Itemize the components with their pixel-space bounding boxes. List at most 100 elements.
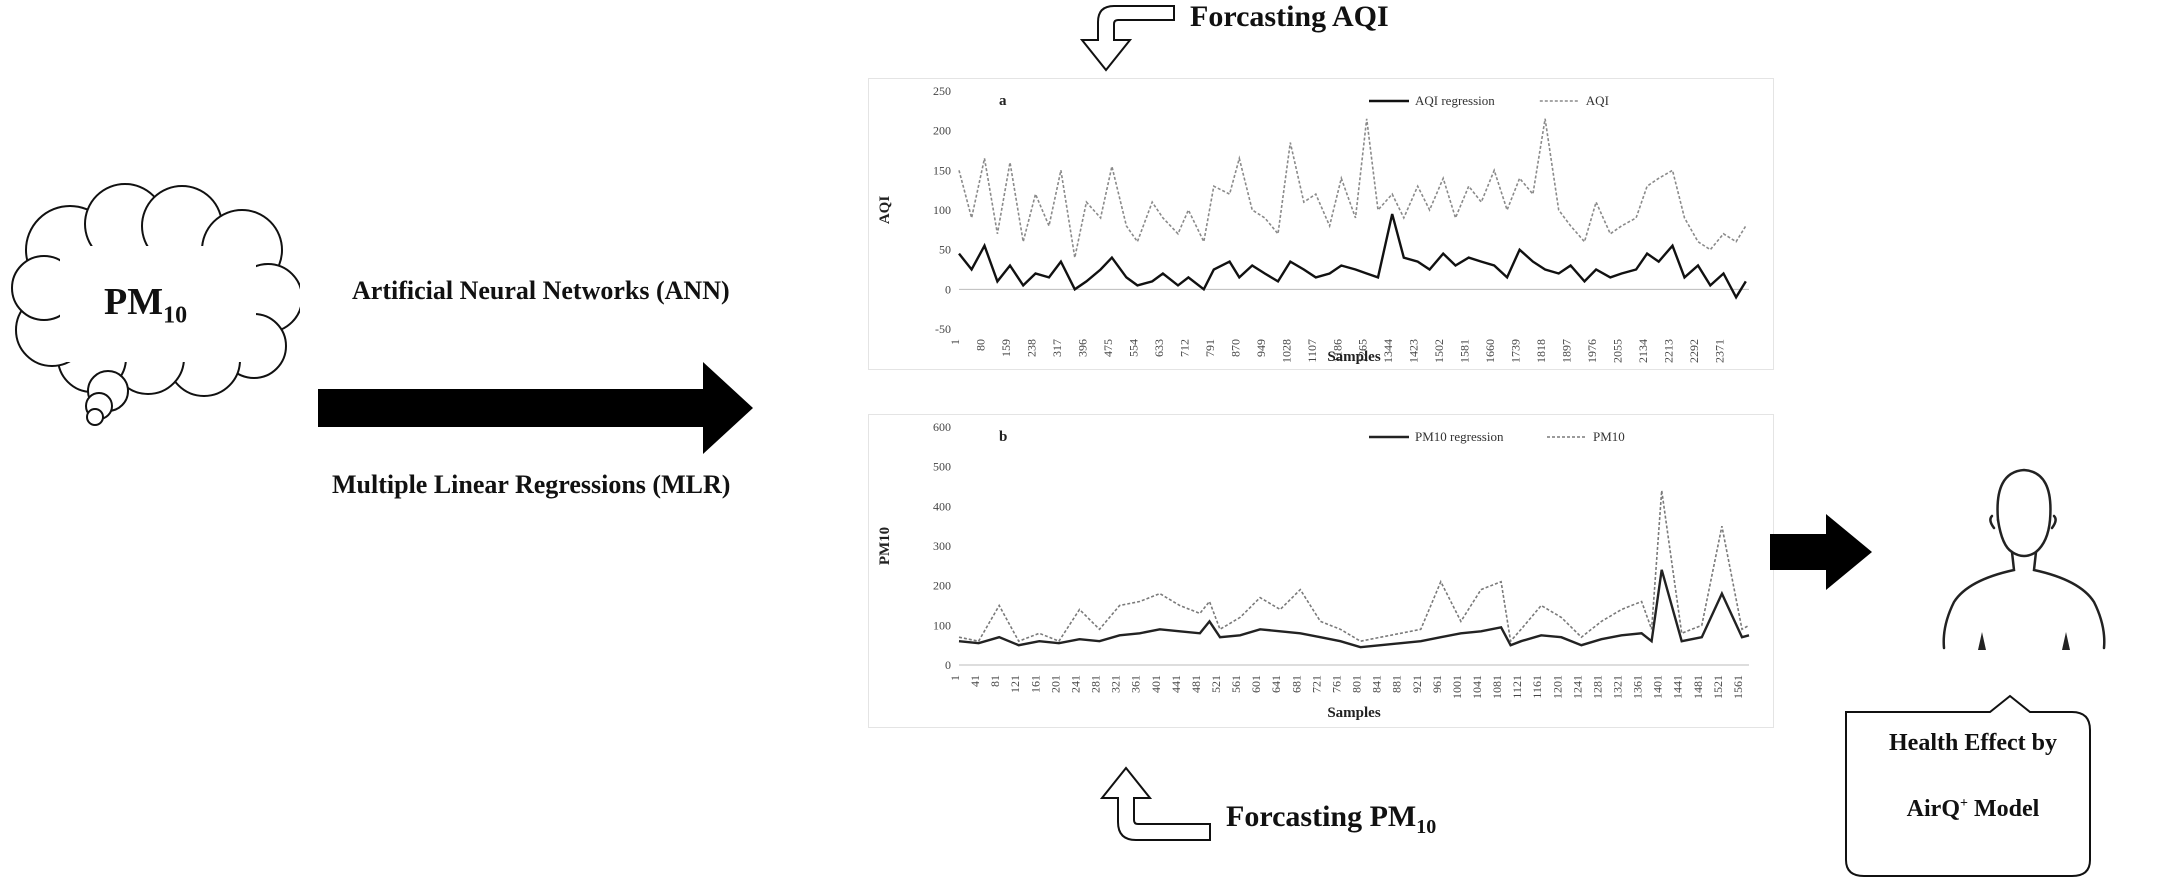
chart-a-xtick-19: 1502	[1432, 339, 1446, 363]
person-figure	[1920, 462, 2120, 662]
chart-a-xtick-10: 791	[1203, 339, 1217, 357]
forecast-pm10-label-main: Forcasting PM	[1226, 800, 1417, 833]
chart-b-xtick-39: 1561	[1731, 675, 1745, 699]
chart-b-ytick-6: 600	[933, 420, 951, 434]
chart-b-xtick-35: 1401	[1651, 675, 1665, 699]
forecast-aqi-label: Forcasting AQI	[1190, 0, 1389, 33]
chart-pm10: 0 100 200 300 400 500 600 1 41 81 121 161 201 241 281 3…	[877, 420, 1750, 721]
chart-a-xtick-27: 2134	[1636, 339, 1650, 363]
main-arrow	[318, 362, 758, 467]
chart-b-legend-label-0: PM10 regression	[1415, 429, 1504, 444]
pm10-cloud: PM10	[0, 180, 303, 440]
cloud-shape	[11, 183, 303, 426]
chart-b-xtick-31: 1241	[1570, 675, 1584, 699]
chart-b-ytick-5: 500	[933, 460, 951, 474]
chart-a-xtick-25: 1976	[1585, 339, 1599, 363]
chart-a-xtick-2: 159	[999, 339, 1013, 357]
chart-b-xtick-23: 921	[1410, 675, 1424, 693]
chart-b-xtick-18: 721	[1309, 675, 1323, 693]
chart-a-panel-label: a	[999, 93, 1007, 109]
chart-a-xtick-6: 475	[1101, 339, 1115, 357]
bent-arrow-up-icon	[1099, 766, 1211, 841]
health-effect-model-sup: +	[1960, 796, 1968, 811]
chart-a-ylabel: AQI	[877, 196, 893, 225]
chart-a-xtick-13: 1028	[1279, 339, 1293, 363]
chart-a-xtick-8: 633	[1152, 339, 1166, 357]
chart-a-xtick-11: 870	[1228, 339, 1242, 357]
chart-a-series-0	[958, 213, 1747, 300]
chart-b-xtick-2: 81	[988, 675, 1002, 687]
right-arrow-icon	[1770, 514, 1872, 590]
chart-b-xtick-30: 1201	[1550, 675, 1564, 699]
chart-a-ytick-2: 50	[939, 243, 951, 257]
chart-b-xtick-14: 561	[1229, 675, 1243, 693]
chart-b-xtick-28: 1121	[1510, 675, 1524, 699]
chart-aqi: -50 0 50 100 150 200 250 1 80 159 238 317 396 475 554 6…	[877, 84, 1749, 365]
chart-a-series-1	[958, 118, 1747, 258]
chart-b-xtick-32: 1281	[1590, 675, 1604, 699]
chart-b-ytick-3: 300	[933, 539, 951, 553]
chart-a-xtick-20: 1581	[1458, 339, 1472, 363]
chart-pm10-panel: 0 100 200 300 400 500 600 1 41 81 121 161 201 241 281 3…	[868, 414, 1774, 728]
mlr-label: Multiple Linear Regressions (MLR)	[332, 470, 731, 499]
health-effect-line2: AirQ+ Model	[1868, 796, 2078, 823]
chart-a-xlabel: Samples	[1327, 349, 1381, 365]
chart-a-xtick-29: 2292	[1687, 339, 1701, 363]
chart-a-xtick-26: 2055	[1611, 339, 1625, 363]
chart-b-ytick-0: 0	[945, 658, 951, 672]
chart-a-xtick-1: 80	[973, 339, 987, 351]
health-effect-line1: Health Effect by	[1889, 730, 2057, 756]
chart-b-legend-label-1: PM10	[1593, 429, 1625, 444]
health-effect-model-rest: Model	[1967, 796, 2040, 822]
chart-b-xtick-20: 801	[1350, 675, 1364, 693]
chart-a-xtick-0: 1	[948, 339, 962, 345]
health-arrow	[1770, 514, 1880, 595]
person-icon	[1942, 468, 2106, 650]
chart-b-series-1	[958, 490, 1750, 644]
chart-b-xtick-4: 161	[1028, 675, 1042, 693]
chart-b-xtick-36: 1441	[1671, 675, 1685, 699]
chart-b-xtick-1: 41	[968, 675, 982, 687]
chart-b-xtick-22: 881	[1390, 675, 1404, 693]
chart-b-xtick-26: 1041	[1470, 675, 1484, 699]
cloud-label: PM10	[104, 280, 187, 330]
chart-a-legend-label-0: AQI regression	[1415, 93, 1495, 108]
forecast-pm10-arrow	[1088, 762, 1218, 857]
chart-b-series-0	[958, 569, 1750, 649]
chart-b-panel-label: b	[999, 429, 1007, 445]
chart-a-ytick-1: 0	[945, 282, 951, 296]
chart-a-xtick-21: 1660	[1483, 339, 1497, 363]
forecast-aqi-arrow	[1062, 0, 1182, 80]
chart-a-ytick-6: 250	[933, 84, 951, 98]
chart-a-xtick-4: 317	[1050, 339, 1064, 357]
chart-a-xtick-14: 1107	[1305, 339, 1319, 363]
chart-b-xtick-27: 1081	[1490, 675, 1504, 699]
chart-a-xtick-15: 1186	[1330, 339, 1344, 363]
chart-a-xtick-3: 238	[1024, 339, 1038, 357]
chart-b-xtick-15: 601	[1249, 675, 1263, 693]
chart-b-xtick-7: 281	[1089, 675, 1103, 693]
speech-bubble-shape	[1845, 694, 2091, 877]
chart-b-xtick-16: 641	[1269, 675, 1283, 693]
chart-b-ytick-1: 100	[933, 618, 951, 632]
cloud-label-main: PM	[104, 281, 164, 323]
chart-b-xtick-10: 401	[1149, 675, 1163, 693]
forecast-pm10-label-sub: 10	[1416, 816, 1437, 838]
health-effect-model: AirQ	[1906, 796, 1960, 822]
chart-b-xtick-29: 1161	[1530, 675, 1544, 699]
chart-b-xtick-37: 1481	[1691, 675, 1705, 699]
chart-b-xtick-17: 681	[1289, 675, 1303, 693]
bent-arrow-down-icon	[1079, 5, 1175, 72]
chart-b-xtick-12: 481	[1189, 675, 1203, 693]
chart-b-xtick-21: 841	[1370, 675, 1384, 693]
chart-a-xtick-9: 712	[1177, 339, 1191, 357]
chart-b-ylabel: PM10	[877, 527, 893, 565]
chart-a-xtick-7: 554	[1126, 339, 1140, 357]
chart-a-xtick-12: 949	[1254, 339, 1268, 357]
chart-aqi-panel: -50 0 50 100 150 200 250 1 80 159 238 317 396 475 554 6…	[868, 78, 1774, 370]
chart-a-xtick-17: 1344	[1381, 339, 1395, 363]
right-arrow-icon	[318, 362, 753, 454]
chart-b-xtick-25: 1001	[1450, 675, 1464, 699]
chart-b-xtick-38: 1521	[1711, 675, 1725, 699]
ann-label: Artificial Neural Networks (ANN)	[352, 276, 730, 305]
